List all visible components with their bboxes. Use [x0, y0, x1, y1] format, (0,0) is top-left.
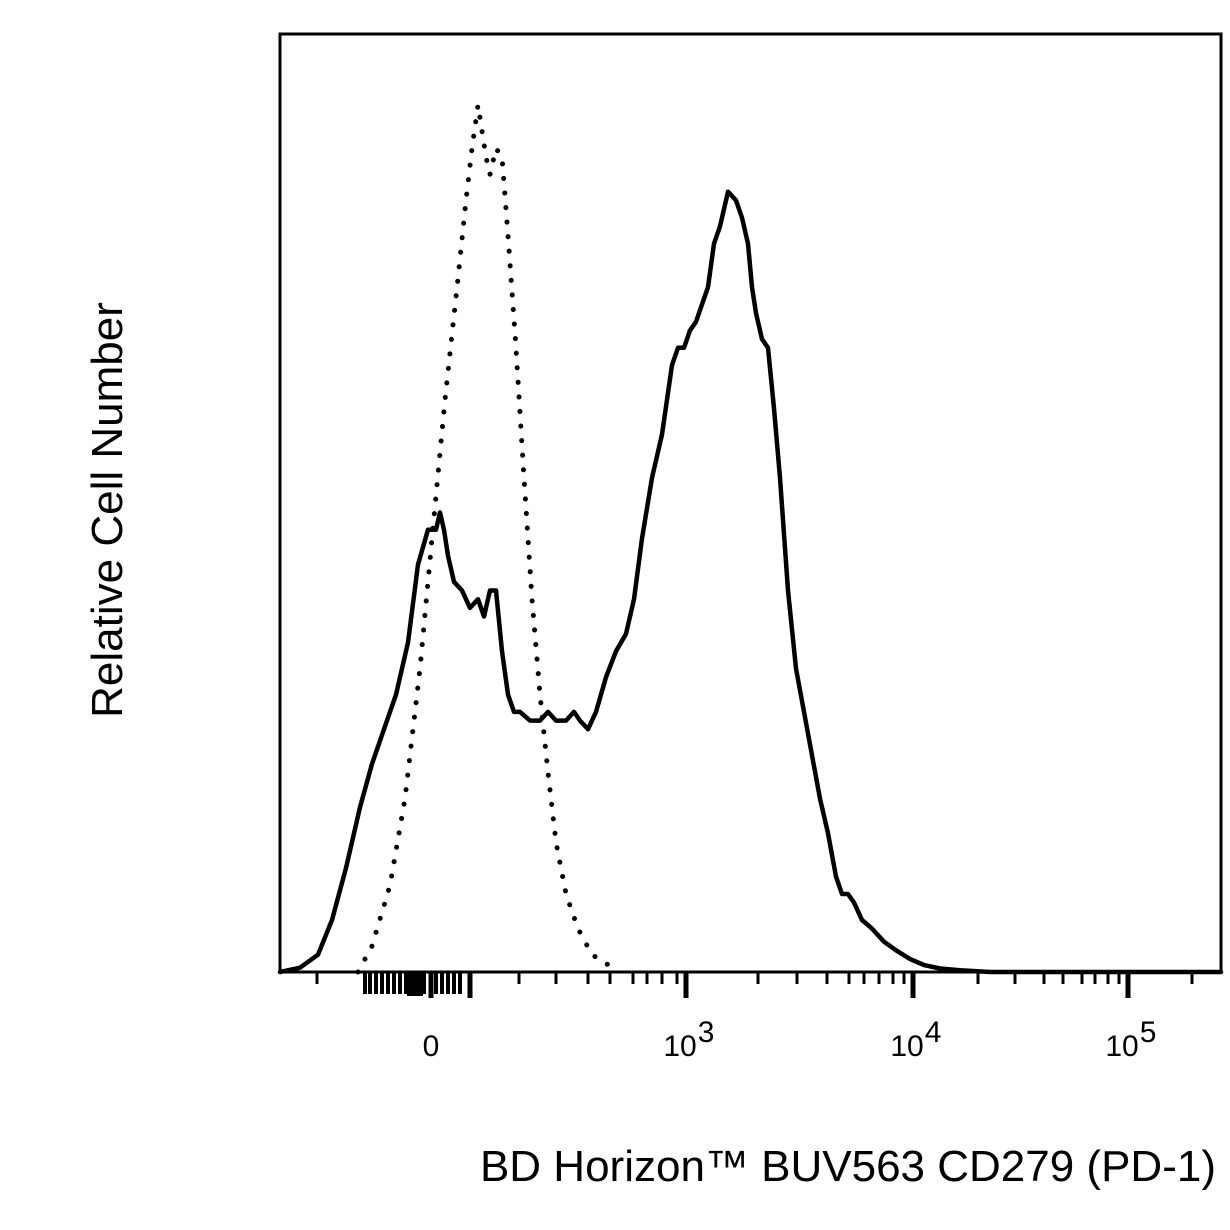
tick-base: 10: [890, 1030, 924, 1063]
x-tick-label: 103: [663, 1016, 714, 1064]
x-tick-label: 0: [423, 1030, 440, 1064]
x-axis-label: BD Horizon™ BUV563 CD279 (PD-1): [479, 1142, 1216, 1191]
tick-exponent: 4: [924, 1016, 942, 1049]
isotype-control-curve: [355, 102, 621, 975]
x-tick-label: 104: [890, 1016, 941, 1064]
tick-exponent: 5: [1139, 1016, 1157, 1049]
tick-base: 0: [422, 1030, 440, 1063]
pd1-stained-curve: [277, 189, 1224, 975]
zero-region-tick-cluster: [407, 972, 423, 996]
tick-base: 10: [1105, 1030, 1139, 1063]
x-axis-ticks: [315, 972, 1194, 998]
tick-exponent: 3: [697, 1016, 715, 1049]
y-axis-label: Relative Cell Number: [83, 302, 132, 718]
x-tick-label: 105: [1105, 1016, 1156, 1064]
tick-base: 10: [663, 1030, 697, 1063]
plot-area-frame: [278, 32, 1223, 974]
